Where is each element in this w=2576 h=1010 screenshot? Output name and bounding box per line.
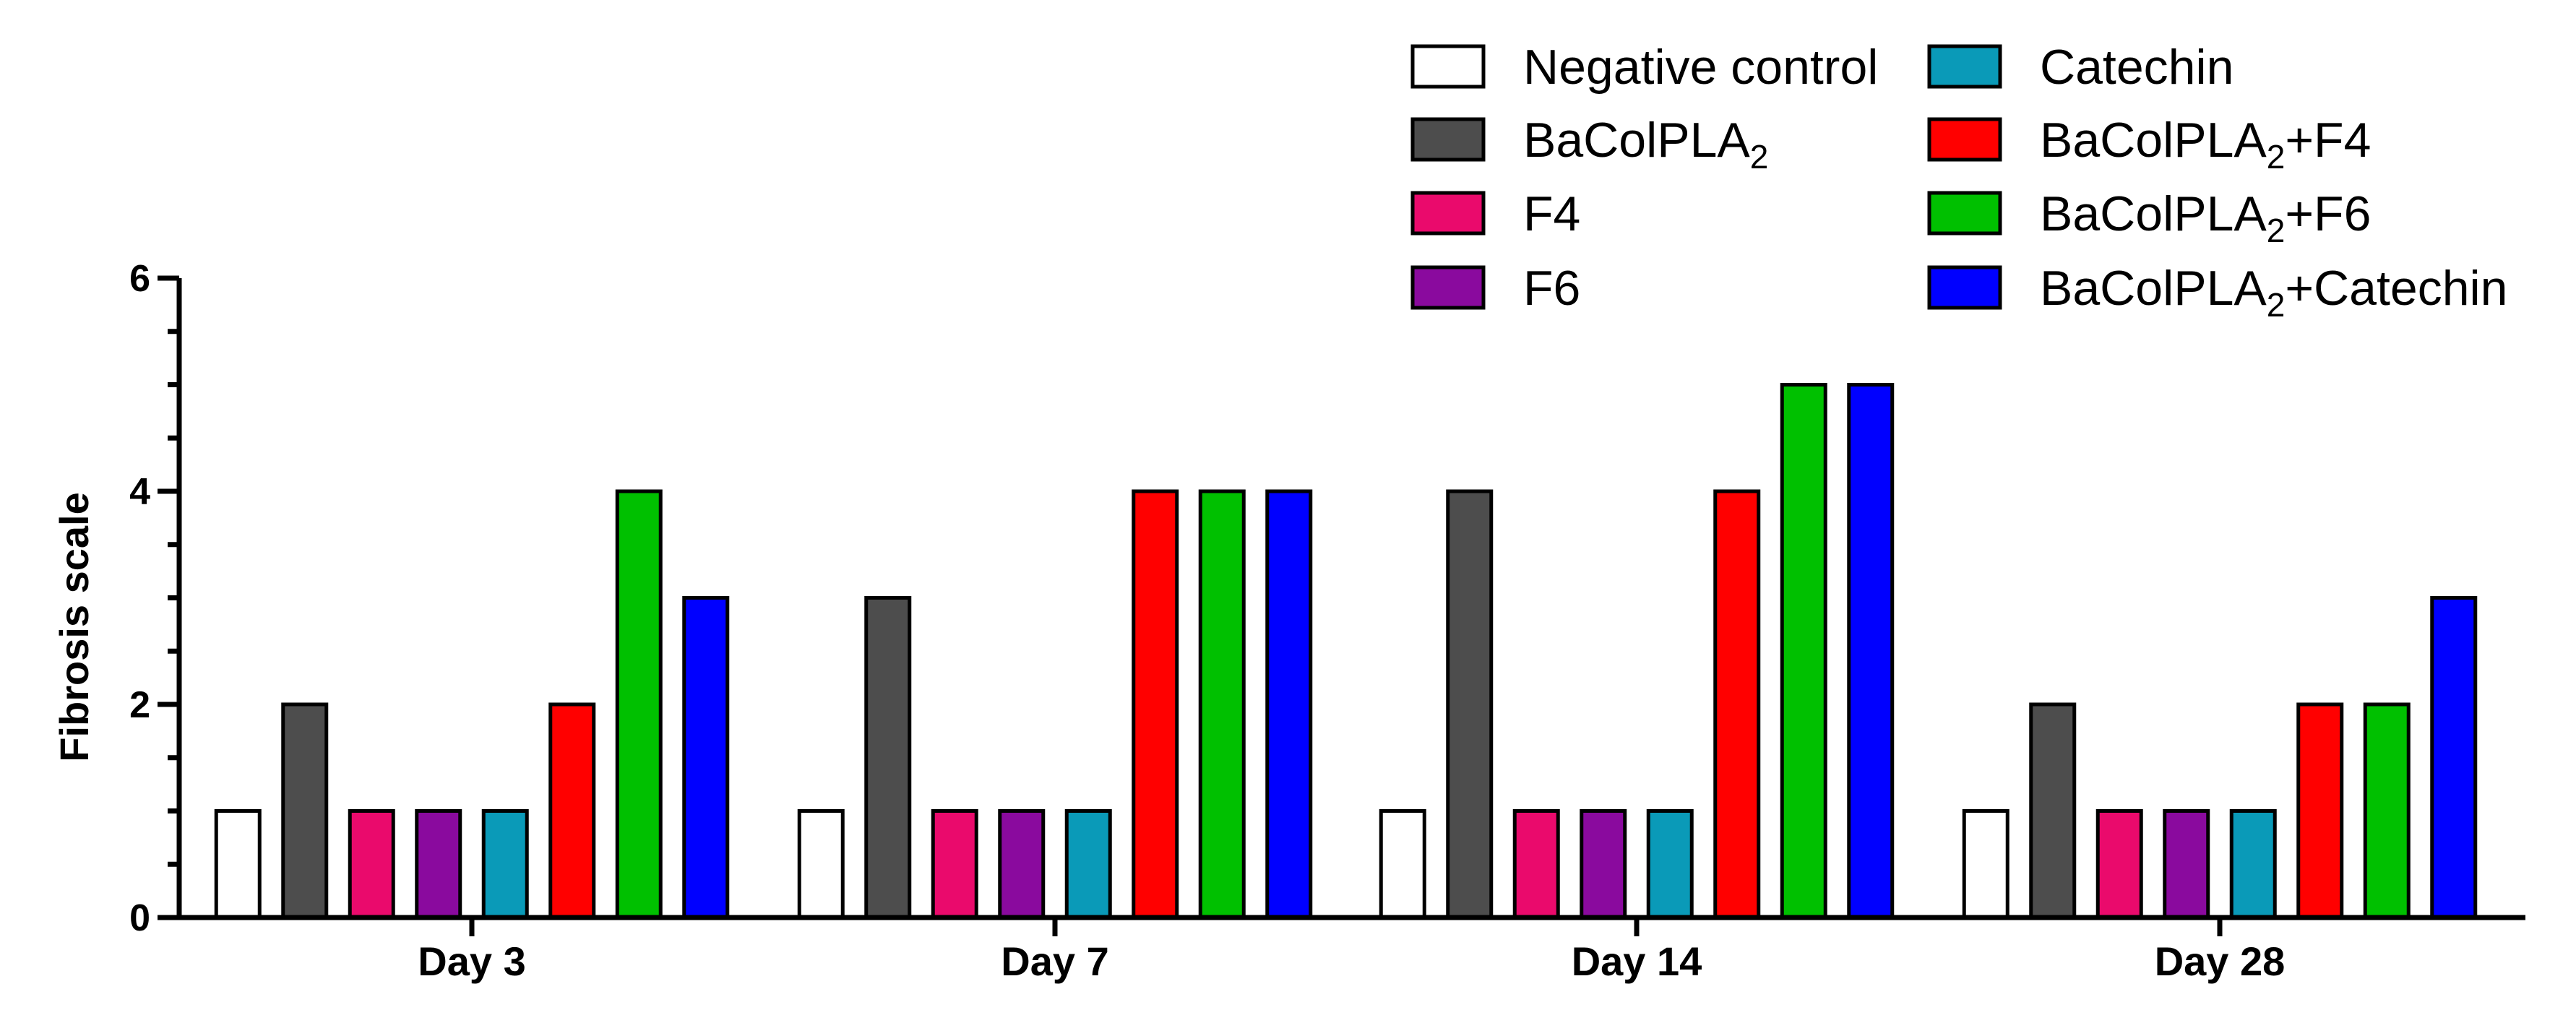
bar xyxy=(1713,489,1761,920)
x-category-label: Day 28 xyxy=(2155,938,2286,984)
x-category-label: Day 7 xyxy=(1001,938,1108,984)
legend-label: BaColPLA2+F6 xyxy=(2040,186,2371,249)
y-tick-label: 0 xyxy=(129,897,150,939)
legend-swatch xyxy=(1410,191,1486,236)
y-tick-label: 4 xyxy=(129,471,150,513)
bar xyxy=(615,489,663,920)
bar xyxy=(1962,809,2009,920)
bar xyxy=(281,702,329,920)
legend-swatch xyxy=(1927,44,2002,89)
bar xyxy=(2430,596,2478,920)
bar xyxy=(864,596,912,920)
legend-label: F6 xyxy=(1523,261,1580,316)
bar xyxy=(1646,809,1694,920)
bar xyxy=(2029,702,2077,920)
bar xyxy=(481,809,529,920)
bar xyxy=(348,809,395,920)
legend-swatch xyxy=(1410,265,1486,310)
legend-swatch xyxy=(1410,44,1486,89)
legend-item: F6 xyxy=(1410,261,1580,316)
legend-swatch xyxy=(1927,191,2002,236)
bar xyxy=(2229,809,2277,920)
legend-item: F4 xyxy=(1410,186,1580,241)
bar xyxy=(415,809,462,920)
bar xyxy=(1446,489,1494,920)
bar xyxy=(214,809,262,920)
bar xyxy=(1512,809,1560,920)
bars-layer xyxy=(214,383,2478,920)
y-ticks: 0 2 4 6 xyxy=(129,258,179,939)
legend-label: F4 xyxy=(1523,186,1580,241)
legend-item: BaColPLA2+Catechin xyxy=(1927,261,2507,324)
legend-item: Negative control xyxy=(1410,40,1878,95)
bar xyxy=(2296,702,2344,920)
legend-swatch xyxy=(1927,117,2002,162)
bar xyxy=(797,809,845,920)
bar xyxy=(1847,383,1895,920)
bar xyxy=(548,702,596,920)
y-tick-label: 2 xyxy=(129,684,150,726)
x-ticks: Day 3 Day 7 Day 14 Day 28 xyxy=(418,918,2285,984)
bar xyxy=(2363,702,2411,920)
bar xyxy=(1379,809,1426,920)
legend: Negative control BaColPLA2 F4 F6 Catechin BaC… xyxy=(1410,40,2507,324)
bar xyxy=(1132,489,1179,920)
bar xyxy=(998,809,1046,920)
legend-item: BaColPLA2+F6 xyxy=(1927,186,2371,249)
x-category-label: Day 3 xyxy=(418,938,525,984)
y-axis-title: Fibrosis scale xyxy=(51,492,97,762)
legend-label: BaColPLA2+F4 xyxy=(2040,113,2371,176)
bar xyxy=(1265,489,1313,920)
legend-label: BaColPLA2 xyxy=(1523,113,1768,176)
legend-label: Negative control xyxy=(1523,40,1878,95)
bar xyxy=(1780,383,1827,920)
bar xyxy=(2095,809,2143,920)
bar xyxy=(1198,489,1246,920)
bar xyxy=(1580,809,1627,920)
bar xyxy=(1064,809,1112,920)
legend-item: Catechin xyxy=(1927,40,2233,95)
bar xyxy=(931,809,978,920)
legend-label: Catechin xyxy=(2040,40,2233,95)
bar xyxy=(2163,809,2210,920)
legend-swatch xyxy=(1410,117,1486,162)
axes-layer: 0 2 4 6 Day 3 Day 7 Day 14 Day 28 xyxy=(129,258,2525,984)
x-category-label: Day 14 xyxy=(1572,938,1702,984)
legend-label: BaColPLA2+Catechin xyxy=(2040,261,2507,324)
y-tick-label: 6 xyxy=(129,258,150,300)
legend-swatch xyxy=(1927,265,2002,310)
legend-item: BaColPLA2 xyxy=(1410,113,1768,176)
bar xyxy=(682,596,730,920)
legend-item: BaColPLA2+F4 xyxy=(1927,113,2371,176)
